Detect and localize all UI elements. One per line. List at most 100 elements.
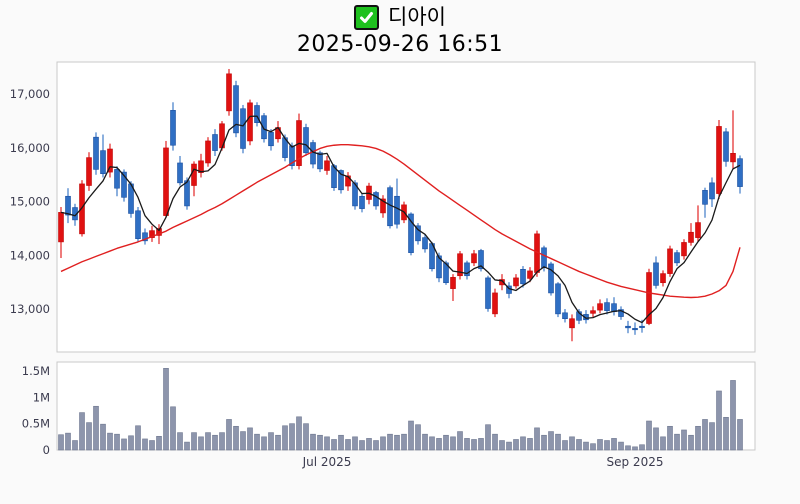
volume-bar	[583, 441, 589, 451]
volume-bar	[205, 432, 211, 451]
volume-bar	[65, 432, 71, 451]
volume-bar	[443, 434, 449, 451]
volume-bar	[429, 436, 435, 451]
candle-up	[226, 73, 232, 112]
volume-bar	[114, 433, 120, 451]
volume-bar	[359, 440, 365, 451]
candle-down	[373, 192, 379, 207]
volume-bar	[702, 419, 708, 451]
candle-up	[681, 242, 687, 257]
candle-down	[625, 325, 631, 329]
volume-bar	[303, 423, 309, 451]
candle-up	[86, 157, 92, 186]
volume-bar	[163, 368, 169, 451]
volume-bar	[170, 406, 176, 451]
candle-down	[352, 182, 358, 207]
volume-bar	[387, 433, 393, 451]
volume-bar	[184, 441, 190, 451]
volume-bar	[366, 438, 372, 451]
volume-bar	[534, 427, 540, 451]
volume-bar	[149, 440, 155, 451]
volume-bars	[58, 368, 743, 451]
candle-up	[247, 102, 253, 142]
candle-down	[723, 131, 729, 162]
candle-down	[170, 110, 176, 146]
volume-bar	[331, 439, 337, 451]
candle-down	[464, 262, 470, 277]
volume-bar	[597, 439, 603, 451]
volume-bar	[86, 422, 92, 451]
candle-down	[289, 145, 295, 166]
candle-up	[667, 248, 673, 274]
volume-axis-tick: 0	[43, 443, 50, 457]
candle-down	[142, 232, 148, 242]
candle-down	[639, 325, 645, 328]
volume-bar	[240, 431, 246, 451]
volume-bar	[324, 436, 330, 451]
symbol-checkbox[interactable]	[354, 4, 380, 30]
candle-down	[93, 136, 99, 170]
volume-bar	[212, 434, 218, 451]
volume-bar	[555, 433, 561, 451]
candle-down	[436, 255, 442, 279]
candle-down	[478, 250, 484, 270]
volume-bar	[716, 390, 722, 451]
candle-up	[646, 272, 652, 324]
volume-bar	[485, 424, 491, 451]
month-axis-tick: Jul 2025	[302, 455, 352, 469]
candle-up	[156, 228, 162, 236]
candle-up	[590, 310, 596, 314]
volume-bar	[296, 416, 302, 451]
candle-down	[415, 225, 421, 242]
volume-bar	[688, 434, 694, 451]
volume-bar	[576, 439, 582, 451]
volume-bar	[478, 438, 484, 451]
volume-bar	[401, 433, 407, 451]
volume-bar	[674, 433, 680, 451]
candle-up	[730, 152, 736, 163]
volume-bar	[394, 434, 400, 451]
candle-up	[492, 292, 498, 315]
candle-up	[688, 231, 694, 243]
volume-axis-tick: 1M	[33, 390, 50, 404]
volume-axis-tick: 1.5M	[22, 364, 50, 378]
volume-bar	[338, 434, 344, 451]
volume-bar	[737, 419, 743, 451]
volume-bar	[310, 433, 316, 451]
volume-bar	[667, 425, 673, 451]
volume-bar	[135, 425, 141, 451]
check-icon	[359, 10, 374, 25]
candle-up	[380, 198, 386, 214]
volume-bar	[191, 432, 197, 451]
volume-bar	[268, 432, 274, 451]
volume-bar	[646, 420, 652, 451]
candle-down	[520, 268, 526, 285]
candle-up	[660, 273, 666, 284]
volume-bar	[282, 425, 288, 451]
volume-bar	[142, 438, 148, 451]
volume-bar	[58, 434, 64, 451]
volume-bar	[632, 446, 638, 451]
volume-bar	[261, 436, 267, 451]
price-axis-tick: 16,000	[10, 141, 50, 155]
volume-bar	[436, 438, 442, 451]
slow-ma-line	[60, 144, 741, 299]
volume-bar	[625, 445, 631, 451]
month-axis-tick: Sep 2025	[607, 455, 664, 469]
volume-bar	[506, 441, 512, 451]
volume-bar	[121, 438, 127, 451]
volume-axis-tick: 0.5M	[22, 417, 50, 431]
candle-up	[149, 230, 155, 238]
candle-up	[58, 212, 64, 243]
volume-bar	[590, 443, 596, 451]
candle-down	[709, 182, 715, 200]
candle-down	[268, 132, 274, 147]
volume-bar	[422, 433, 428, 451]
candle-down	[394, 195, 400, 225]
candle-down	[422, 237, 428, 250]
candle-up	[345, 175, 351, 187]
candle-down	[212, 134, 218, 151]
candle-up	[457, 253, 463, 277]
